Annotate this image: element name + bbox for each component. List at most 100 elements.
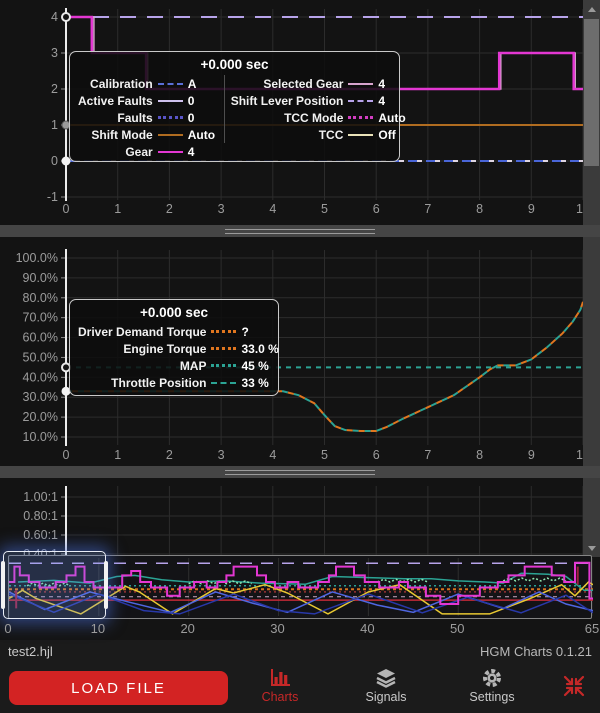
tooltip-row: Engine Torque 33.0 % — [78, 340, 285, 357]
layers-icon — [375, 667, 397, 689]
toolbar: LOAD FILE Charts — [0, 663, 600, 713]
signal-value: 0 — [187, 93, 195, 108]
minimap-tick-label: 50 — [449, 621, 465, 636]
panel-resize-divider-1[interactable] — [0, 225, 600, 237]
x-tick-label: 7 — [424, 448, 431, 462]
line-style-swatch — [211, 364, 237, 367]
tooltip-row: Faults 0 — [78, 109, 224, 126]
chart-panel-ratio[interactable]: 1.00:1 0.80:1 0.60:1 0.40:1 — [0, 478, 584, 557]
y-tick-label: 40.0% — [23, 370, 58, 384]
tab-charts[interactable]: Charts — [240, 667, 320, 709]
tooltip-row: Gear 4 — [78, 143, 224, 160]
signal-value: 0 — [187, 110, 195, 125]
x-tick-label: 4 — [269, 202, 276, 216]
scrollbar-thumb[interactable] — [584, 19, 599, 166]
panel-resize-divider-2[interactable] — [0, 466, 600, 478]
tooltip-column: Selected Gear 4 Shift Lever Position 4 TCC M… — [223, 75, 415, 143]
triangle-down-icon — [587, 545, 596, 551]
signal-label: MAP — [179, 358, 207, 373]
x-tick-label: 6 — [373, 448, 380, 462]
line-style-swatch — [348, 99, 374, 102]
divider-grip-icon — [225, 228, 375, 234]
app-title-version: HGM Charts 0.1.21 — [480, 644, 592, 659]
tooltip-row: TCC Mode Auto — [231, 109, 415, 126]
x-tick-label: 6 — [373, 202, 380, 216]
tab-signals[interactable]: Signals — [346, 667, 426, 709]
gear-overview-line — [9, 561, 593, 605]
x-tick-label: 2 — [166, 448, 173, 462]
line-style-swatch — [211, 330, 237, 333]
x-tick-label: 9 — [528, 448, 535, 462]
gear-icon — [481, 667, 503, 689]
signal-label: Shift Lever Position — [230, 93, 344, 108]
y-tick-label: 60.0% — [23, 331, 58, 345]
signal-label: Active Faults — [78, 93, 153, 108]
vertical-scrollbar[interactable] — [583, 0, 600, 557]
scrollbar-down-button[interactable] — [583, 541, 600, 555]
line-style-swatch — [211, 347, 237, 350]
x-tick-label: 4 — [269, 448, 276, 462]
signal-label: Faults — [117, 110, 153, 125]
minimap-tick-label: 10 — [90, 621, 106, 636]
tooltip-row: Throttle Position 33 % — [78, 374, 285, 391]
divider-grip-icon — [225, 469, 375, 475]
signal-value: 4 — [378, 93, 386, 108]
load-file-button[interactable]: LOAD FILE — [9, 671, 228, 705]
engine-torque-line — [66, 301, 584, 432]
scrollbar-up-button[interactable] — [583, 2, 600, 16]
signal-label: Driver Demand Torque — [78, 324, 207, 339]
chart-panel-gear[interactable]: 01234567891043210-1 +0.000 sec Calibrati… — [0, 0, 584, 225]
collapse-fullscreen-button[interactable] — [558, 673, 590, 703]
tooltip-row: Selected Gear 4 — [231, 75, 415, 92]
y-tick-label: 10.0% — [23, 430, 58, 444]
chart3-canvas[interactable]: 1.00:1 0.80:1 0.60:1 0.40:1 — [0, 478, 584, 557]
x-tick-label: 8 — [476, 448, 483, 462]
y-tick-label: 30.0% — [23, 390, 58, 404]
line-style-swatch — [157, 133, 183, 136]
signal-label: Throttle Position — [111, 375, 207, 390]
x-tick-label: 3 — [218, 448, 225, 462]
minimap-selection-window[interactable] — [1, 551, 109, 619]
signal-label: TCC — [318, 127, 344, 142]
triangle-up-icon — [587, 6, 596, 12]
bar-chart-icon — [269, 667, 291, 689]
signal-value: 33.0 % — [241, 341, 279, 356]
y-tick-label: 3 — [51, 46, 58, 60]
minimap-tick-label: 40 — [360, 621, 375, 636]
signal-value: 4 — [187, 144, 195, 159]
bottom-bar: test2.hjl HGM Charts 0.1.21 LOAD FILE Ch… — [0, 640, 600, 713]
signal-value: Auto — [378, 110, 406, 125]
y-tick-label: 4 — [51, 10, 58, 24]
y-tick-label: 70.0% — [23, 311, 58, 325]
y-tick-label: 0 — [51, 154, 58, 168]
y-tick-label: 2 — [51, 82, 58, 96]
tab-settings[interactable]: Settings — [452, 667, 532, 709]
status-bar: test2.hjl HGM Charts 0.1.21 — [0, 640, 600, 663]
tooltip-row: Shift Mode Auto — [78, 126, 224, 143]
x-tick-label: 5 — [321, 202, 328, 216]
y-tick-label: 0.80:1 — [23, 509, 58, 523]
mint-overview-1-line — [26, 582, 71, 587]
x-tick-label: 3 — [218, 202, 225, 216]
tab-charts-label: Charts — [261, 690, 299, 704]
y-tick-label: 100.0% — [16, 251, 58, 265]
signal-value: ? — [241, 324, 249, 339]
tab-settings-label: Settings — [469, 690, 515, 704]
x-tick-label: 1 — [114, 202, 121, 216]
signal-label: TCC Mode — [284, 110, 344, 125]
chart-panel-torque[interactable]: 0 1 2 3 4 5 6 7 8 9 10 100.0% 90.0% 80.0% 70.0% 60.0% 50… — [0, 237, 584, 466]
selection-right-handle[interactable] — [104, 561, 109, 609]
x-tick-label: 8 — [476, 202, 483, 216]
selection-left-handle[interactable] — [1, 561, 5, 609]
minimap-tick-label: 0 — [4, 621, 12, 636]
line-style-swatch — [348, 116, 374, 119]
tooltip-column: Calibration A Active Faults 0 Faults 0 Shift M… — [78, 75, 224, 160]
x-tick-label: 1 — [114, 448, 121, 462]
cursor-marker — [61, 156, 71, 166]
signal-value: Off — [378, 127, 396, 142]
x-tick-label: 0 — [63, 202, 70, 216]
mint-overview-4-line — [502, 577, 567, 582]
signal-label: Calibration — [90, 76, 153, 91]
chart2-tooltip: +0.000 sec Driver Demand Torque? Engine T… — [69, 299, 279, 396]
